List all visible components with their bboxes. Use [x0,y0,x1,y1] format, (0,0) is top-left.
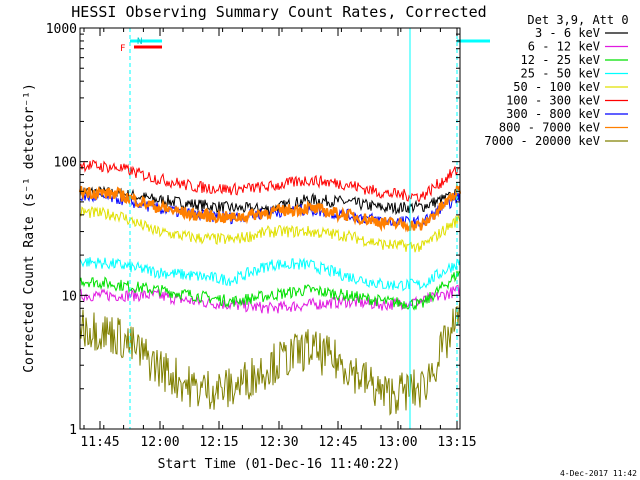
night-flag-label: N [137,37,142,47]
series-line-7 [78,182,462,233]
y-tick-label: 1 [69,423,77,438]
x-tick-label: 13:00 [378,435,417,450]
flag-layer: NF [120,28,490,429]
legend-title: Det 3,9, Att 0 [527,13,628,27]
plot-frame [79,27,461,430]
legend-label-4: 50 - 100 keV [513,80,600,94]
legend-label-0: 3 - 6 keV [535,26,600,40]
series-layer [78,159,462,416]
legend-label-6: 300 - 800 keV [506,107,600,121]
y-tick-label: 1000 [46,22,77,37]
flare-flag-label: F [120,44,125,54]
series-line-2 [79,270,461,311]
y-tick-label: 10 [61,289,77,304]
legend-label-2: 12 - 25 keV [521,53,600,67]
legend-label-3: 25 - 50 keV [521,67,600,81]
x-tick-label: 12:00 [140,435,179,450]
x-axis-label: Start Time (01-Dec-16 11:40:22) [158,457,401,472]
timestamp: 4-Dec-2017 11:42 [560,469,637,478]
x-tick-label: 12:30 [259,435,298,450]
chart-title: HESSI Observing Summary Count Rates, Cor… [71,3,486,21]
legend-label-7: 800 - 7000 keV [499,121,600,135]
series-line-8 [79,299,461,416]
legend-label-8: 7000 - 20000 keV [484,134,600,148]
series-line-5 [79,159,461,203]
x-tick-label: 13:15 [437,435,476,450]
y-axis-label: Corrected Count Rate (s⁻¹ detector⁻¹) [22,83,37,373]
axis-layer: 1 10 100 1000 11:45 12:00 12:15 12:30 12:45 13:00… [46,22,477,450]
series-line-3 [79,257,461,292]
x-tick-label: 12:45 [318,435,357,450]
x-tick-label: 11:45 [80,435,119,450]
legend-label-5: 100 - 300 keV [506,94,600,108]
legend-label-1: 6 - 12 keV [528,40,600,54]
y-tick-label: 100 [54,156,77,171]
series-line-6 [79,191,461,229]
series-line-4 [79,206,461,253]
x-tick-label: 12:15 [199,435,238,450]
